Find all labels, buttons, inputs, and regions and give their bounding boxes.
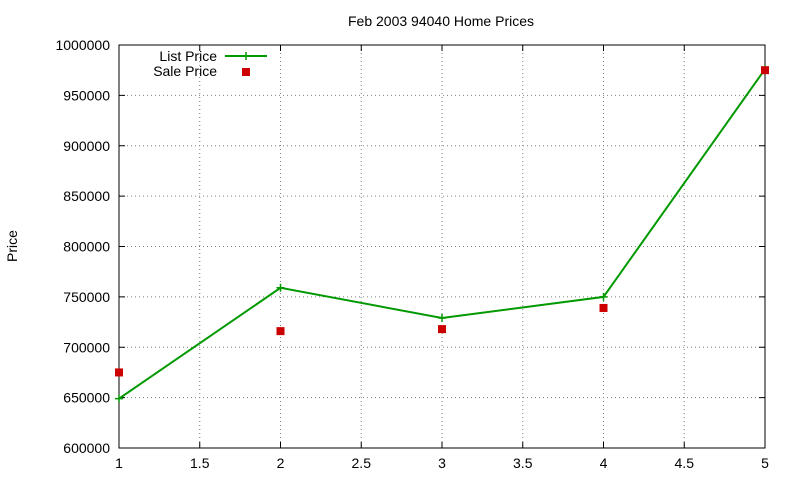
y-tick-label: 900000 (63, 138, 110, 154)
y-tick-label: 600000 (63, 440, 110, 456)
y-axis-label: Price (4, 230, 20, 262)
legend-marker-sale-price (242, 68, 250, 76)
x-tick-label: 1 (115, 455, 123, 471)
x-tick-label: 3.5 (513, 455, 533, 471)
x-tick-label: 3 (438, 455, 446, 471)
y-tick-label: 650000 (63, 390, 110, 406)
list-price-point (115, 394, 123, 403)
series (115, 65, 769, 403)
x-tick-label: 5 (761, 455, 769, 471)
list-price-point (276, 283, 285, 292)
axis-ticks: 1 1.5 2 2.5 3 3.5 4 4.5 5 600000 650000 700000 75000… (55, 37, 769, 471)
x-tick-label: 4 (600, 455, 608, 471)
list-price-point (599, 292, 608, 301)
x-tick-label: 2.5 (352, 455, 372, 471)
sale-price-point (115, 368, 123, 377)
sale-price-point (438, 325, 446, 334)
sale-price-point (599, 303, 608, 312)
legend: List Price Sale Price (153, 48, 267, 79)
legend-label-list-price: List Price (159, 48, 217, 64)
y-tick-label: 950000 (63, 87, 110, 103)
x-tick-label: 1.5 (190, 455, 210, 471)
sale-price-point (761, 66, 769, 75)
x-tick-label: 4.5 (675, 455, 695, 471)
sale-price-point (276, 327, 285, 336)
chart-title: Feb 2003 94040 Home Prices (348, 13, 534, 29)
legend-label-sale-price: Sale Price (153, 63, 217, 79)
list-price-point (438, 314, 446, 323)
y-tick-label: 1000000 (55, 37, 110, 53)
y-tick-label: 750000 (63, 289, 110, 305)
y-tick-label: 700000 (63, 339, 110, 355)
grid (119, 45, 765, 448)
y-tick-label: 800000 (63, 239, 110, 255)
y-tick-label: 850000 (63, 188, 110, 204)
legend-marker-list-price (242, 52, 250, 60)
x-tick-label: 2 (277, 455, 285, 471)
